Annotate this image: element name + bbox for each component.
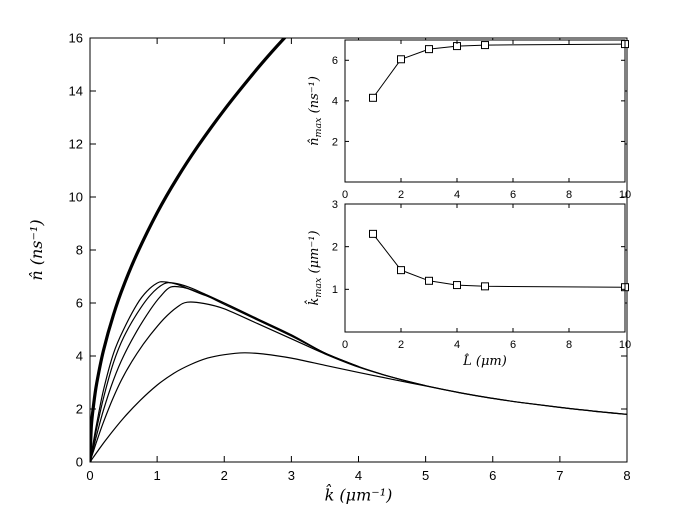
- curve-n-max-vs-L: [372, 43, 625, 99]
- y-tick-label: 8: [76, 243, 83, 258]
- x-tick-label: 4: [454, 189, 460, 201]
- x-tick-label: 1: [154, 468, 161, 483]
- chart-inset-top: 0 2 4 6 8 10 2 4 6 n̂max (ns⁻¹): [307, 39, 631, 201]
- curve-L-3: [90, 285, 360, 462]
- marker-point: [369, 229, 377, 238]
- x-tick-label: 7: [556, 468, 563, 483]
- y-tick-label: 6: [332, 55, 338, 67]
- x-tick-label: 5: [422, 468, 429, 483]
- x-axis-label: L̂ (μm): [462, 353, 507, 369]
- curve-L-1: [90, 352, 627, 462]
- x-tick-label: 10: [619, 189, 631, 201]
- series-group: [372, 43, 625, 99]
- x-tick-label: 3: [288, 468, 295, 483]
- x-axis-label: k̂ (μm⁻¹): [325, 484, 393, 504]
- curve-L-2: [90, 301, 427, 462]
- curve-envelope-thick: [90, 38, 287, 462]
- y-tick-label: 3: [332, 199, 338, 211]
- y-tick-label: 2: [76, 402, 83, 417]
- series-group: [372, 233, 625, 288]
- x-tick-label: 6: [510, 189, 516, 201]
- y-tick-label: 0: [76, 455, 83, 470]
- y-tick-label: 12: [69, 137, 83, 152]
- marker-point: [481, 282, 489, 291]
- x-tick-label: 6: [489, 468, 496, 483]
- y-tick-label: 10: [69, 190, 83, 205]
- curve-L-4: [90, 282, 360, 462]
- x-tick-label: 8: [566, 189, 572, 201]
- x-tick-label: 10: [619, 339, 631, 351]
- y-tick-label: 4: [76, 349, 83, 364]
- y-tick-label: 16: [69, 31, 83, 46]
- y-tick-label: 14: [69, 84, 83, 99]
- x-tick-label: 0: [342, 339, 348, 351]
- x-tick-label: 8: [623, 468, 630, 483]
- marker-point: [397, 266, 405, 275]
- marker-point: [481, 41, 489, 50]
- y-tick-label: 1: [332, 284, 338, 296]
- inset-background: [345, 204, 625, 332]
- marker-point: [369, 93, 377, 102]
- y-tick-label: 2: [332, 242, 338, 254]
- axis-box: [344, 39, 626, 183]
- y-tick-label: 2: [332, 136, 338, 148]
- y-axis-label: n̂ (ns⁻¹): [27, 219, 46, 280]
- x-tick-label: 8: [566, 339, 572, 351]
- x-tick-label: 2: [221, 468, 228, 483]
- marker-point: [425, 45, 433, 54]
- inset-background: [345, 40, 625, 182]
- y-axis-label: k̂max (μm⁻¹): [304, 230, 324, 305]
- axis-box: [344, 203, 626, 333]
- y-tick-label: 6: [76, 296, 83, 311]
- x-tick-label: 0: [86, 468, 93, 483]
- x-tick-label: 6: [510, 339, 516, 351]
- x-tick-label: 4: [454, 339, 460, 351]
- x-tick-label: 4: [355, 468, 362, 483]
- marker-point: [425, 276, 433, 285]
- x-tick-label: 2: [398, 339, 404, 351]
- x-tick-label: 2: [398, 189, 404, 201]
- x-tick-label: 0: [342, 189, 348, 201]
- series-group: [90, 38, 627, 462]
- curve-k-max-vs-L: [372, 233, 625, 288]
- marker-point: [453, 281, 461, 290]
- marker-point: [397, 55, 405, 64]
- y-axis-label: n̂max (ns⁻¹): [307, 76, 324, 146]
- y-tick-label: 4: [332, 96, 338, 108]
